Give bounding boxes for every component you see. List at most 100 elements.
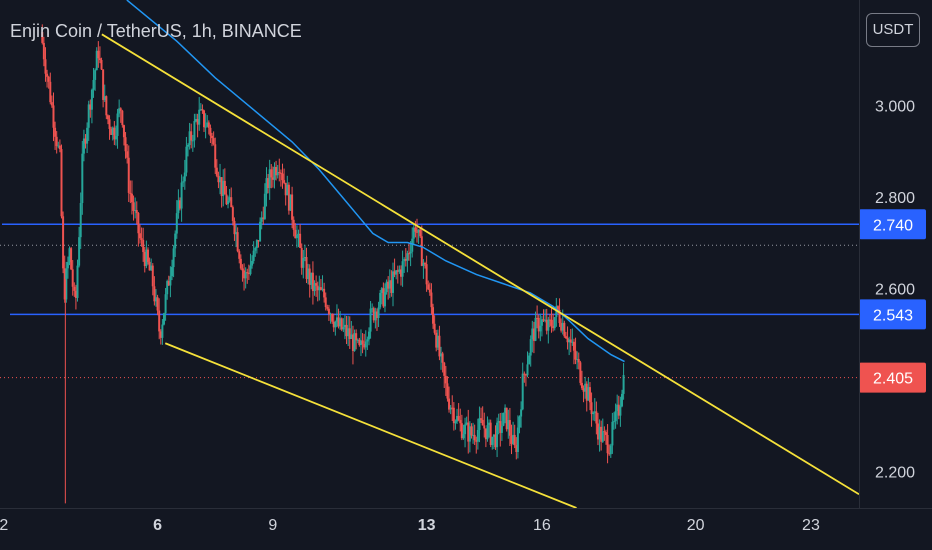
candle-body-317: [548, 319, 551, 321]
candle-body-88: [182, 181, 185, 183]
candle-body-148: [278, 172, 281, 174]
candle-body-20: [73, 286, 76, 291]
candle-body-11: [58, 145, 61, 150]
candle-body-7: [52, 105, 55, 128]
candle-body-79: [167, 281, 170, 286]
candle-body-183: [334, 321, 337, 328]
candle-body-68: [150, 265, 153, 271]
candle-body-182: [332, 321, 335, 328]
candle-body-347: [596, 423, 599, 440]
candle-body-95: [193, 121, 196, 141]
candle-body-18: [70, 248, 73, 270]
candle-body-203: [366, 339, 369, 342]
candle-body-284: [496, 422, 499, 448]
candle-body-318: [550, 319, 553, 326]
candle-body-117: [228, 197, 231, 201]
candle-body-286: [499, 421, 502, 433]
candle-body-13: [62, 216, 65, 269]
candle-body-221: [395, 270, 398, 275]
candle-body-359: [616, 404, 619, 412]
candle-body-38: [102, 69, 105, 100]
candle-body-111: [219, 177, 222, 183]
candle-body-261: [459, 420, 462, 424]
candle-body-296: [515, 445, 518, 453]
candle-body-178: [326, 307, 329, 309]
candle-body-228: [406, 253, 409, 261]
candle-body-205: [369, 308, 372, 332]
candle-body-278: [486, 425, 489, 440]
candle-body-302: [524, 374, 527, 376]
candle-body-72: [156, 297, 159, 311]
candle-body-128: [246, 272, 249, 274]
candle-body-54: [127, 157, 130, 193]
candle-body-94: [191, 140, 194, 142]
candle-body-208: [374, 311, 377, 321]
candle-body-307: [532, 328, 535, 341]
candle-body-173: [318, 287, 321, 291]
candle-body-231: [411, 238, 414, 252]
candle-body-113: [222, 180, 225, 197]
upper-trendline: [101, 33, 859, 496]
candle-body-200: [361, 340, 364, 344]
candle-body-288: [502, 412, 505, 426]
price-label-2.543: 2.543: [873, 307, 913, 324]
candle-body-53: [126, 151, 129, 158]
candle-body-21: [74, 290, 77, 298]
candle-body-123: [238, 251, 241, 259]
candle-body-212: [380, 288, 383, 293]
candle-body-71: [154, 297, 157, 302]
candle-body-86: [178, 200, 181, 209]
candle-body-80: [169, 276, 172, 286]
candle-body-36: [98, 58, 101, 61]
candle-body-126: [243, 270, 246, 279]
candle-body-356: [611, 421, 614, 446]
price-axis-divider: [859, 0, 860, 509]
x-tick-label-16: 16: [533, 517, 551, 534]
chart-title: Enjin Coin / TetherUS, 1h, BINANCE: [10, 21, 302, 41]
candle-body-239: [424, 263, 427, 265]
candle-body-244: [432, 307, 435, 324]
candle-body-51: [122, 125, 125, 138]
candle-body-352: [604, 432, 607, 435]
candle-body-99: [199, 109, 202, 111]
candle-body-201: [363, 343, 366, 348]
candle-body-190: [345, 324, 348, 337]
candle-body-14: [63, 268, 66, 300]
candle-body-110: [217, 175, 220, 183]
candle-body-343: [590, 402, 593, 415]
candle-body-66: [146, 249, 149, 262]
candle-body-172: [316, 285, 319, 291]
candle-body-154: [287, 184, 290, 211]
candle-body-305: [529, 339, 532, 356]
candle-body-98: [198, 109, 201, 125]
candle-body-300: [521, 373, 524, 410]
candle-body-254: [448, 398, 451, 410]
candle-body-176: [323, 288, 326, 298]
candle-body-309: [536, 317, 539, 319]
candle-body-206: [371, 308, 374, 310]
candle-body-156: [291, 194, 294, 220]
candle-body-27: [84, 138, 87, 144]
candle-body-331: [571, 341, 574, 343]
candle-body-16: [66, 262, 69, 269]
currency-button[interactable]: USDT: [866, 13, 920, 47]
candle-body-223: [398, 269, 401, 272]
candle-body-180: [329, 314, 332, 316]
candle-body-92: [188, 131, 191, 146]
candle-body-270: [473, 434, 476, 441]
candle-body-29: [87, 104, 90, 128]
candle-body-116: [227, 200, 230, 205]
candle-body-48: [118, 108, 121, 114]
y-tick-label-2.600: 2.600: [875, 281, 915, 298]
candle-body-209: [375, 311, 378, 318]
candle-body-237: [420, 236, 423, 266]
candle-body-360: [617, 404, 620, 416]
candle-body-222: [396, 270, 399, 272]
candle-body-312: [540, 319, 543, 326]
candle-body-211: [379, 292, 382, 308]
candle-body-224: [399, 269, 402, 277]
candle-body-362: [620, 393, 623, 407]
candle-body-39: [103, 96, 106, 100]
